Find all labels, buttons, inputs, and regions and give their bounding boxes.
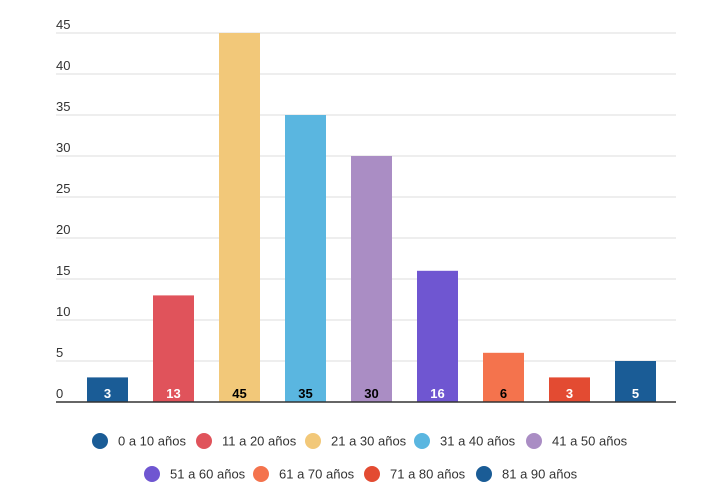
legend: 0 a 10 años 11 a 20 años 21 a 30 años 31 a … (92, 433, 628, 482)
bar (87, 377, 128, 402)
legend-marker (476, 466, 492, 482)
bar (285, 115, 326, 402)
legend-label: 31 a 40 años (440, 434, 516, 449)
bar-value-label: 35 (298, 386, 312, 401)
y-tick-label: 10 (56, 304, 70, 319)
bar (615, 361, 656, 402)
legend-label: 41 a 50 años (552, 434, 628, 449)
legend-marker (364, 466, 380, 482)
legend-marker (414, 433, 430, 449)
bar-value-label: 3 (566, 386, 573, 401)
legend-label: 51 a 60 años (170, 467, 246, 482)
legend-label: 21 a 30 años (331, 434, 407, 449)
bar (483, 352, 524, 402)
y-tick-label: 20 (56, 222, 70, 237)
y-tick-label: 0 (56, 386, 63, 401)
y-tick-label: 35 (56, 99, 70, 114)
bars (87, 33, 656, 402)
bar (351, 156, 392, 402)
bar (219, 33, 260, 402)
bar-value-label: 13 (166, 386, 180, 401)
y-tick-label: 40 (56, 58, 70, 73)
bar-value-label: 3 (104, 386, 111, 401)
bar-value-label: 30 (364, 386, 378, 401)
bar-value-label: 45 (232, 386, 246, 401)
bar-data-labels: 3 13 45 35 30 16 6 3 5 (104, 386, 639, 401)
y-tick-label: 25 (56, 181, 70, 196)
y-tick-label: 15 (56, 263, 70, 278)
bar (153, 295, 194, 402)
legend-label: 81 a 90 años (502, 467, 578, 482)
y-axis-tick-labels: 0 5 10 15 20 25 30 35 40 45 (56, 17, 70, 401)
legend-marker (305, 433, 321, 449)
legend-label: 0 a 10 años (118, 434, 186, 449)
legend-marker (526, 433, 542, 449)
legend-label: 61 a 70 años (279, 467, 355, 482)
y-tick-label: 45 (56, 17, 70, 32)
y-tick-label: 5 (56, 345, 63, 360)
legend-marker (92, 433, 108, 449)
legend-label: 71 a 80 años (390, 467, 466, 482)
y-tick-label: 30 (56, 140, 70, 155)
bar (417, 270, 458, 402)
legend-label: 11 a 20 años (222, 434, 297, 449)
bar-value-label: 6 (500, 386, 507, 401)
bar-value-label: 5 (632, 386, 639, 401)
legend-marker (196, 433, 212, 449)
legend-marker (253, 466, 269, 482)
bar (549, 377, 590, 402)
legend-marker (144, 466, 160, 482)
bar-value-label: 16 (430, 386, 444, 401)
